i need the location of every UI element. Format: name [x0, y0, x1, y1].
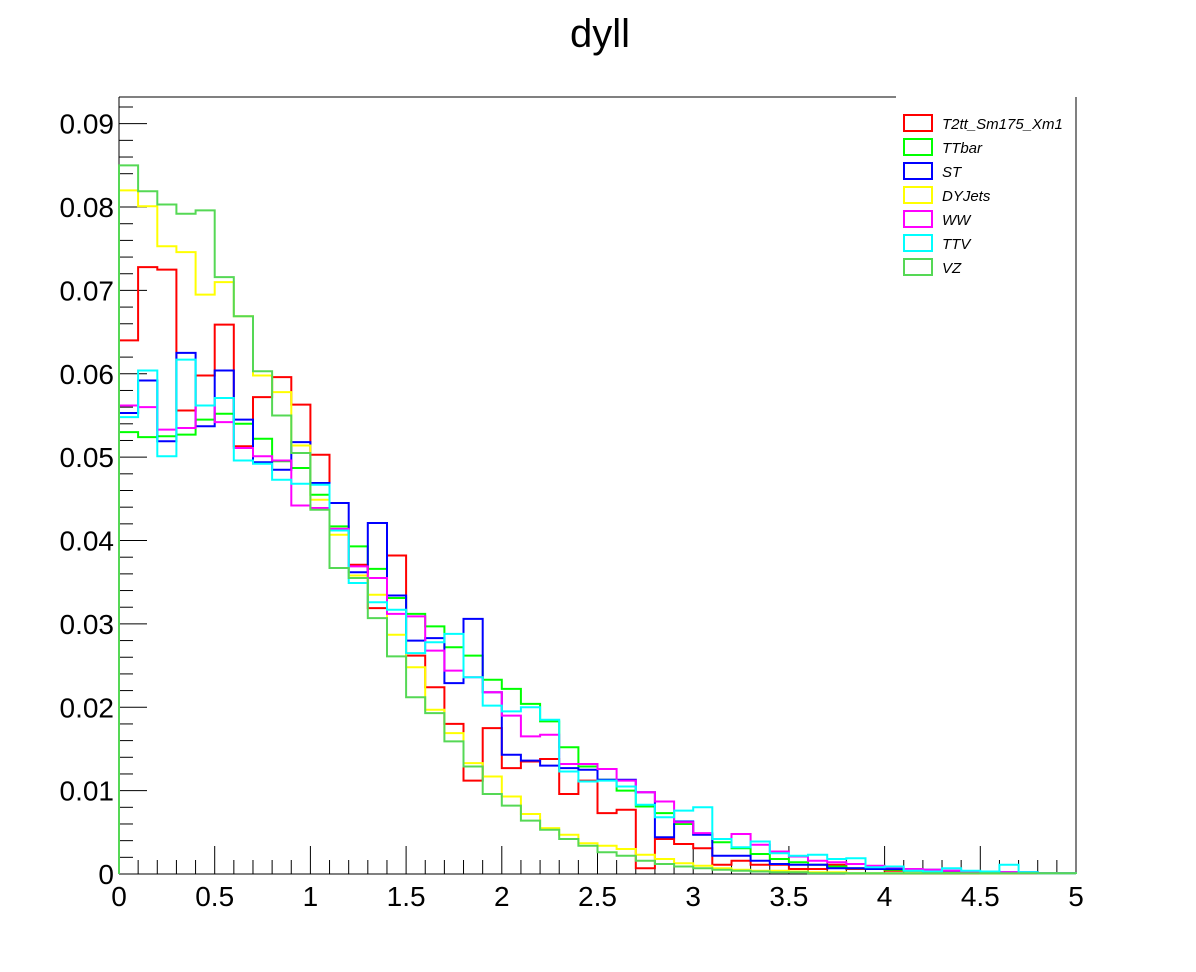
legend-label: TTV — [942, 236, 972, 253]
y-tick-label: 0.05 — [60, 442, 115, 473]
x-tick-label: 3 — [685, 881, 701, 912]
x-tick-label: 0 — [111, 881, 127, 912]
y-tick-label: 0.01 — [60, 776, 115, 807]
legend-swatch — [903, 210, 933, 228]
legend-swatch — [903, 186, 933, 204]
x-tick-label: 1 — [303, 881, 319, 912]
y-axis: 0 0.01 0.02 0.03 0.04 0.05 0.06 0.07 0.08 0.09 — [60, 97, 147, 890]
series-line-ttv — [118, 358, 1077, 875]
y-tick-label: 0.03 — [60, 609, 115, 640]
y-tick-label: 0.09 — [60, 109, 115, 140]
legend-label: DYJets — [942, 188, 991, 205]
legend-swatch — [903, 114, 933, 132]
y-tick-label: 0.08 — [60, 192, 115, 223]
legend-swatch — [903, 258, 933, 276]
y-tick-label: 0.07 — [60, 275, 115, 306]
chart-title: dyll — [570, 12, 630, 56]
y-tick-label: 0.02 — [60, 692, 115, 723]
x-tick-label: 4.5 — [961, 881, 1000, 912]
series-line-vz — [118, 164, 1077, 875]
x-tick-label: 2.5 — [578, 881, 617, 912]
y-tick-label: 0.04 — [60, 526, 115, 557]
series-layer — [118, 164, 1077, 875]
legend-swatch — [903, 162, 933, 180]
legend-swatch — [903, 138, 933, 156]
legend-label: TTbar — [942, 140, 983, 157]
legend-label: ST — [942, 164, 963, 181]
series-line-t2tt_sm175_xm1 — [118, 266, 1077, 875]
legend-swatch — [903, 234, 933, 252]
y-tick-label: 0.06 — [60, 359, 115, 390]
x-tick-label: 1.5 — [387, 881, 426, 912]
x-axis: 0 0.5 1 1.5 2 2.5 3 3.5 4 4.5 5 — [111, 846, 1084, 912]
x-tick-label: 0.5 — [195, 881, 234, 912]
legend-label: T2tt_Sm175_Xm1 — [942, 116, 1063, 133]
x-tick-label: 3.5 — [769, 881, 808, 912]
legend-label: WW — [942, 212, 972, 229]
x-tick-label: 2 — [494, 881, 510, 912]
legend-label: VZ — [942, 260, 962, 277]
legend: T2tt_Sm175_Xm1 TTbar ST DYJets WW TTV VZ — [903, 114, 1063, 277]
x-tick-label: 4 — [877, 881, 893, 912]
x-tick-label: 5 — [1068, 881, 1084, 912]
y-tick-label: 0 — [98, 859, 114, 890]
